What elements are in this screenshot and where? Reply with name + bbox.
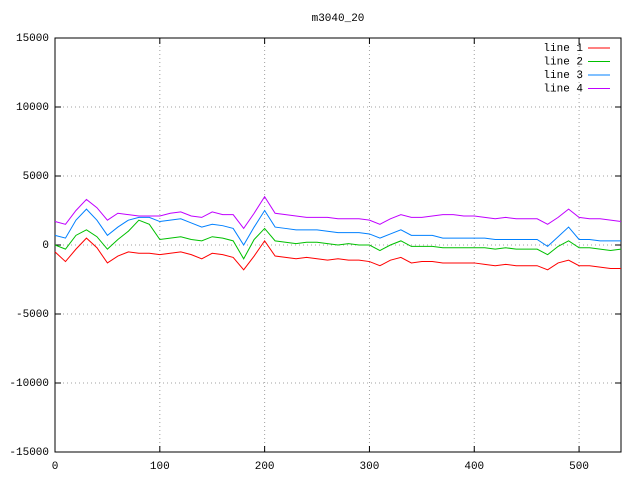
data-line [54, 208, 621, 248]
legend-label: line 3 [543, 70, 583, 82]
legend-label: line 2 [543, 56, 583, 68]
legend-label: line 4 [543, 83, 583, 95]
x-tick-label: 500 [569, 461, 589, 473]
chart-title: m3040_20 [312, 13, 365, 25]
data-line [54, 237, 621, 271]
data-line [54, 219, 622, 260]
y-tick-label: 15000 [16, 33, 49, 45]
x-tick-label: 0 [52, 461, 59, 473]
y-tick-label: -5000 [16, 309, 49, 321]
y-tick-label: 5000 [23, 171, 49, 183]
legend-label: line 1 [543, 43, 583, 55]
x-tick-label: 300 [360, 461, 380, 473]
y-tick-label: -10000 [9, 378, 49, 390]
y-tick-label: 0 [42, 240, 49, 252]
data-line [54, 195, 622, 230]
x-tick-label: 200 [255, 461, 275, 473]
x-tick-label: 100 [150, 461, 170, 473]
y-tick-label: -15000 [9, 447, 49, 459]
y-tick-label: 10000 [16, 102, 49, 114]
x-tick-label: 400 [464, 461, 484, 473]
